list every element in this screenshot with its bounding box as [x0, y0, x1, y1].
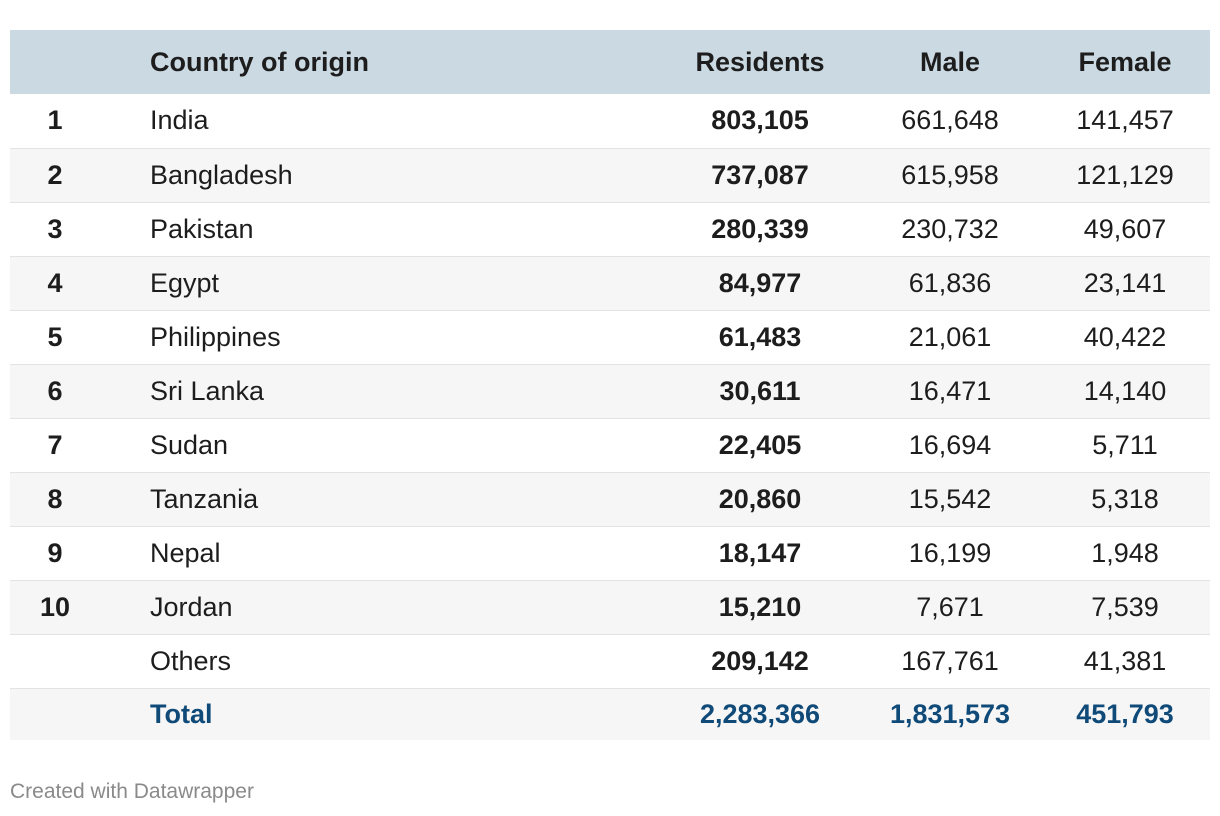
cell-male: 167,761 — [901, 645, 999, 676]
cell-rank: 4 — [47, 267, 63, 298]
cell-residents: 22,405 — [718, 429, 802, 460]
cell-country: Pakistan — [150, 213, 254, 244]
cell-female: 14,140 — [1083, 375, 1167, 406]
cell-male: 61,836 — [908, 267, 992, 298]
header-male: Male — [919, 46, 981, 77]
cell-male: 16,199 — [908, 537, 992, 568]
table-row: 9 Nepal 18,147 16,199 1,948 — [10, 526, 1210, 580]
cell-female: 141,457 — [1076, 105, 1174, 136]
table-row: 4 Egypt 84,977 61,836 23,141 — [10, 256, 1210, 310]
cell-male: 7,671 — [916, 591, 984, 622]
datawrapper-credit: Created with Datawrapper — [10, 780, 254, 803]
cell-female: 49,607 — [1083, 213, 1167, 244]
table-row: 5 Philippines 61,483 21,061 40,422 — [10, 310, 1210, 364]
cell-total-label: Total — [150, 698, 213, 729]
cell-country: Sri Lanka — [150, 375, 265, 406]
country-residents-table: Country of origin Residents Male Female … — [10, 30, 1210, 740]
cell-female: 41,381 — [1083, 645, 1167, 676]
table-row: Others 209,142 167,761 41,381 — [10, 634, 1210, 688]
table-row-total: Total 2,283,366 1,831,573 451,793 — [10, 688, 1210, 740]
cell-rank — [10, 634, 150, 688]
cell-rank: 6 — [47, 375, 63, 406]
cell-rank: 8 — [47, 483, 63, 514]
cell-rank: 1 — [47, 105, 63, 136]
cell-rank: 9 — [47, 537, 63, 568]
cell-male: 15,542 — [908, 483, 992, 514]
cell-total-female: 451,793 — [1076, 698, 1174, 729]
header-rank — [10, 30, 150, 94]
table-row: 1 India 803,105 661,648 141,457 — [10, 94, 1210, 148]
cell-female: 40,422 — [1083, 321, 1167, 352]
cell-country: Sudan — [150, 429, 229, 460]
cell-country: Philippines — [150, 321, 281, 352]
cell-residents: 15,210 — [718, 591, 802, 622]
header-residents: Residents — [695, 46, 825, 77]
cell-country: Jordan — [150, 591, 233, 622]
cell-female: 5,318 — [1091, 483, 1159, 514]
cell-male: 16,471 — [908, 375, 992, 406]
data-table-container: Country of origin Residents Male Female … — [10, 30, 1210, 740]
cell-female: 23,141 — [1083, 267, 1167, 298]
cell-residents: 20,860 — [718, 483, 802, 514]
cell-residents: 803,105 — [711, 105, 809, 136]
cell-residents: 737,087 — [711, 159, 809, 190]
table-row: 2 Bangladesh 737,087 615,958 121,129 — [10, 148, 1210, 202]
cell-female: 5,711 — [1092, 429, 1158, 460]
cell-country: Tanzania — [150, 483, 259, 514]
cell-total-rank — [10, 688, 150, 740]
cell-rank: 3 — [47, 213, 63, 244]
cell-country: Nepal — [150, 537, 221, 568]
table-row: 8 Tanzania 20,860 15,542 5,318 — [10, 472, 1210, 526]
cell-residents: 30,611 — [719, 375, 801, 406]
cell-residents: 209,142 — [711, 645, 809, 676]
header-row: Country of origin Residents Male Female — [10, 30, 1210, 94]
cell-residents: 84,977 — [718, 267, 802, 298]
cell-rank: 5 — [47, 321, 63, 352]
cell-total-male: 1,831,573 — [889, 698, 1011, 729]
cell-residents: 61,483 — [718, 321, 802, 352]
cell-rank: 7 — [47, 429, 63, 460]
cell-male: 16,694 — [908, 429, 992, 460]
cell-rank: 10 — [39, 591, 71, 622]
cell-country: India — [150, 105, 209, 136]
cell-country: Egypt — [150, 267, 220, 298]
table-row: 3 Pakistan 280,339 230,732 49,607 — [10, 202, 1210, 256]
header-country: Country of origin — [150, 46, 369, 77]
cell-residents: 280,339 — [711, 213, 809, 244]
table-row: 6 Sri Lanka 30,611 16,471 14,140 — [10, 364, 1210, 418]
table-header: Country of origin Residents Male Female — [10, 30, 1210, 94]
cell-total-residents: 2,283,366 — [699, 698, 821, 729]
header-female: Female — [1078, 46, 1172, 77]
cell-male: 615,958 — [901, 159, 999, 190]
table-row: 7 Sudan 22,405 16,694 5,711 — [10, 418, 1210, 472]
table-body: 1 India 803,105 661,648 141,457 2 Bangladesh 73… — [10, 94, 1210, 740]
cell-male: 230,732 — [901, 213, 999, 244]
cell-residents: 18,147 — [718, 537, 802, 568]
cell-female: 1,948 — [1091, 537, 1159, 568]
cell-female: 121,129 — [1076, 159, 1174, 190]
cell-country: Bangladesh — [150, 159, 293, 190]
cell-male: 21,061 — [908, 321, 992, 352]
cell-female: 7,539 — [1091, 591, 1159, 622]
table-row: 10 Jordan 15,210 7,671 7,539 — [10, 580, 1210, 634]
cell-country: Others — [150, 645, 232, 676]
cell-rank: 2 — [47, 159, 63, 190]
cell-male: 661,648 — [901, 105, 999, 136]
